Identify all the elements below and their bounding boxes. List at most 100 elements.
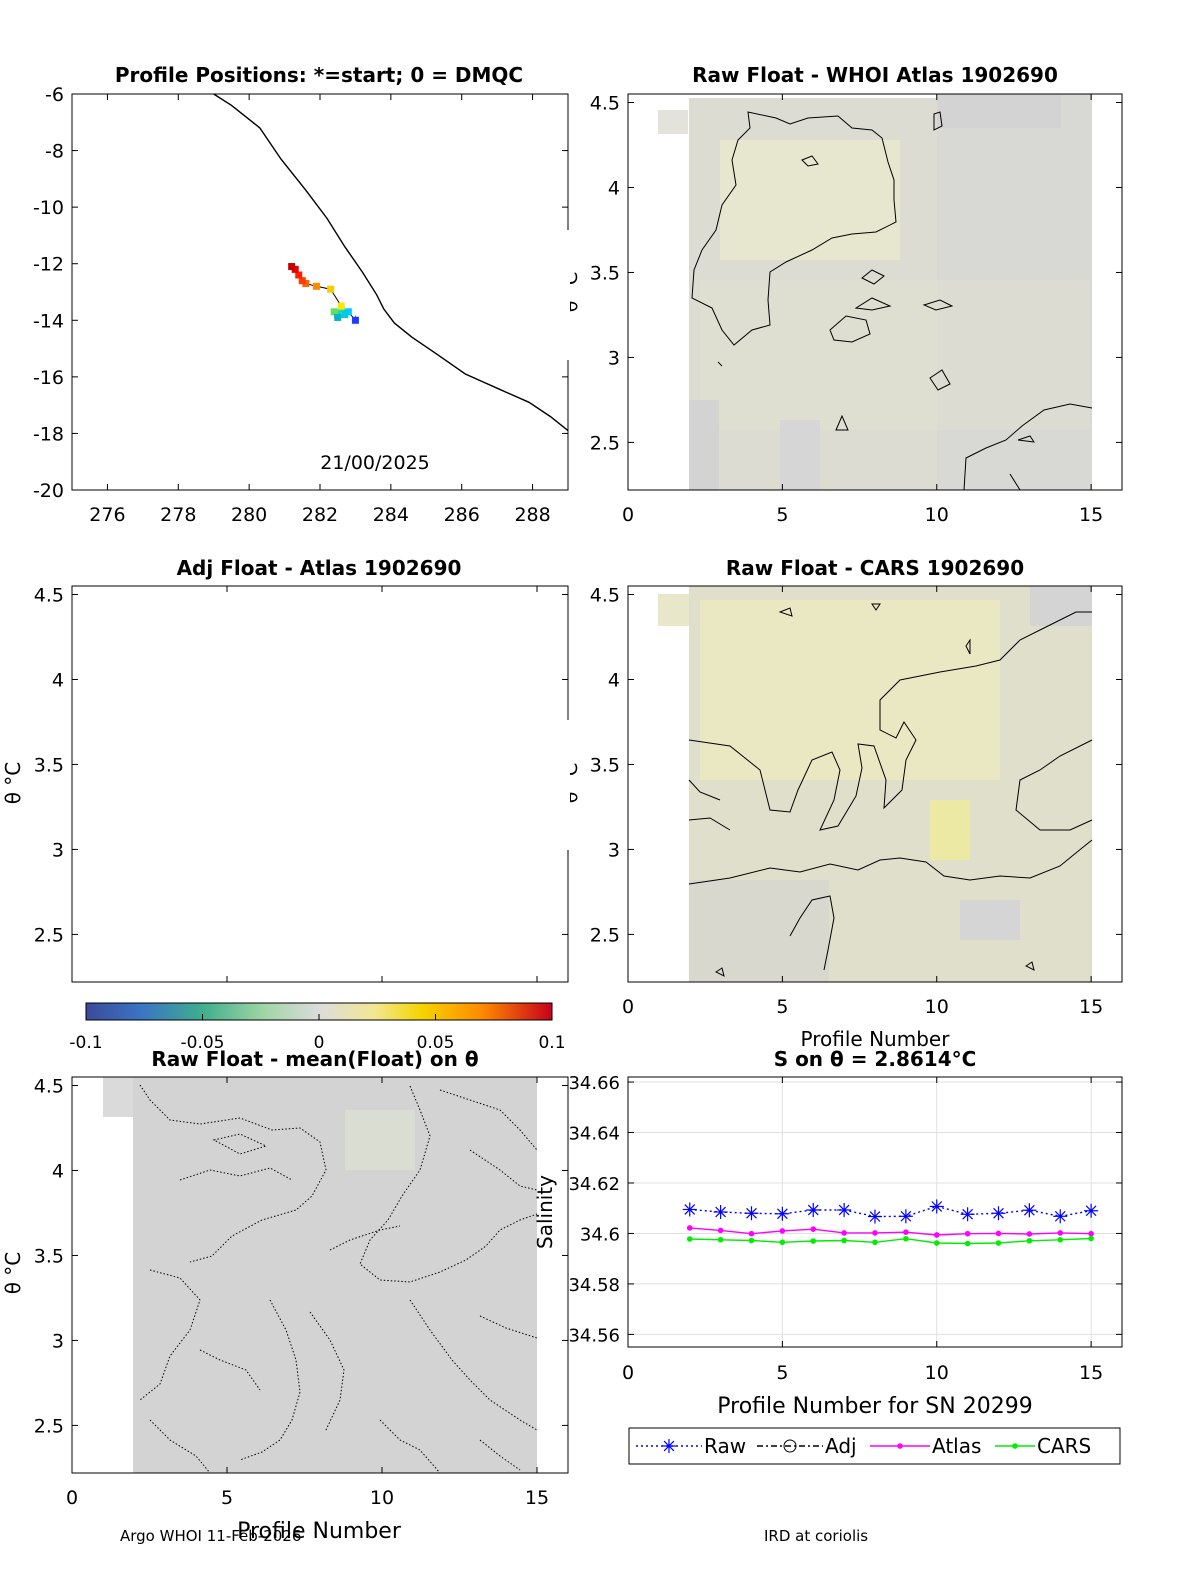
y-tick-label: 34.66 xyxy=(568,1073,620,1094)
x-tick-label: 10 xyxy=(925,504,949,526)
cars-panel: Raw Float - CARS 1902690 0 5 10 15 2.5 3 3.5 4 xyxy=(540,556,1123,1051)
x-tick-label: 0 xyxy=(622,996,634,1018)
whoi-y-ticks: 2.5 3 3.5 4 4.5 xyxy=(590,92,1122,454)
whoi-title: Raw Float - WHOI Atlas 1902690 xyxy=(692,63,1058,87)
y-tick-label: 3 xyxy=(52,839,64,861)
x-tick-label: 284 xyxy=(373,504,409,526)
data-point xyxy=(748,1230,755,1237)
colorbar-tick-label: 0 xyxy=(314,1033,325,1053)
y-tick-label: -16 xyxy=(33,367,64,389)
data-point xyxy=(1026,1237,1033,1244)
footer-left: Argo WHOI 11-Feb-2026 xyxy=(120,1527,302,1545)
data-point xyxy=(1026,1231,1033,1237)
y-tick-label: 3.5 xyxy=(590,262,620,284)
x-tick-label: 5 xyxy=(776,504,788,526)
positions-date-annotation: 21/00/2025 xyxy=(320,452,430,474)
x-tick-label: 288 xyxy=(514,504,550,526)
y-tick-label: 34.6 xyxy=(580,1224,620,1245)
colorbar-tick-label: -0.1 xyxy=(69,1033,102,1053)
profile-position-marker xyxy=(330,308,338,316)
data-point xyxy=(744,1206,759,1221)
y-tick-label: 34.58 xyxy=(568,1275,620,1296)
y-tick-label: 4.5 xyxy=(590,92,620,114)
data-point xyxy=(662,1439,676,1453)
cars-contours xyxy=(688,603,1093,977)
positions-title: Profile Positions: *=start; 0 = DMQC xyxy=(115,63,523,87)
data-point xyxy=(682,1202,697,1217)
data-point xyxy=(810,1226,817,1232)
salinity-legend: Raw Adj Atlas CARS xyxy=(628,1427,1121,1465)
y-tick-label: -6 xyxy=(45,84,64,106)
data-point xyxy=(872,1239,878,1246)
profile-position-marker xyxy=(341,311,349,319)
y-tick-label: 4.5 xyxy=(34,584,64,606)
mean-y-ticks: 2.5 3 3.5 4 4.5 xyxy=(34,1075,568,1437)
y-tick-label: 4 xyxy=(52,669,64,691)
data-point xyxy=(991,1206,1006,1221)
legend-label: CARS xyxy=(1037,1434,1091,1458)
float-track: * xyxy=(288,263,359,329)
x-tick-label: 0 xyxy=(622,504,634,526)
adj-panel: Adj Float - Atlas 1902690 2.5 3 3.5 4 4.5 θ … xyxy=(1,556,569,983)
data-point xyxy=(806,1202,821,1217)
colorbar-tick-label: -0.05 xyxy=(181,1033,225,1053)
data-point xyxy=(1022,1203,1037,1218)
adj-x-tick-marks xyxy=(226,586,538,982)
colorbar-tick-label: 0.1 xyxy=(538,1033,565,1053)
cars-title: Raw Float - CARS 1902690 xyxy=(726,556,1024,580)
y-tick-label: -14 xyxy=(33,310,64,332)
y-tick-label: 4 xyxy=(608,669,620,691)
data-point xyxy=(1084,1203,1099,1218)
data-point xyxy=(964,1240,971,1247)
data-point xyxy=(841,1230,847,1236)
y-tick-label: 4 xyxy=(52,1160,64,1182)
data-point xyxy=(929,1199,944,1214)
salinity-y-ticks: 34.56 34.58 34.6 34.62 34.64 34.66 xyxy=(568,1073,1122,1346)
data-point xyxy=(779,1239,786,1246)
data-point xyxy=(995,1230,1002,1237)
whoi-heatmap xyxy=(658,94,1092,490)
salinity-panel: S on θ = 2.8614°C 0 5 10 15 34.5634.5834.63… xyxy=(533,1047,1123,1465)
salinity-ylabel: Salinity xyxy=(533,1175,557,1249)
data-point xyxy=(713,1205,728,1219)
adj-axes xyxy=(71,585,569,983)
coastline xyxy=(213,93,569,432)
x-tick-label: 15 xyxy=(1079,504,1103,526)
profile-position-marker xyxy=(302,280,310,288)
x-tick-label: 10 xyxy=(925,1362,949,1384)
colorbar: -0.1 -0.05 0 0.05 0.1 xyxy=(69,1002,566,1053)
data-point xyxy=(1088,1230,1094,1237)
data-point xyxy=(810,1238,817,1244)
data-point xyxy=(686,1225,693,1231)
whoi-x-ticks: 0 5 10 15 xyxy=(622,94,1103,526)
data-point xyxy=(933,1240,940,1246)
x-tick-label: 10 xyxy=(370,1487,394,1509)
cars-x-ticks: 0 5 10 15 xyxy=(622,586,1103,1018)
data-point xyxy=(837,1202,852,1217)
y-tick-label: -18 xyxy=(33,423,64,445)
y-tick-label: -8 xyxy=(45,141,64,163)
mean-x-ticks: 0 5 10 15 xyxy=(66,1077,549,1509)
data-point xyxy=(1057,1236,1064,1243)
y-tick-label: 2.5 xyxy=(34,1415,64,1437)
data-point xyxy=(995,1240,1002,1246)
mean-panel: 0 5 10 15 2.5 3 3.5 4 4.5 Raw Float - mean(Floa… xyxy=(1,1047,569,1544)
profile-position-marker xyxy=(327,285,335,293)
legend-label: Adj xyxy=(825,1434,857,1458)
y-tick-label: 2.5 xyxy=(34,924,64,946)
adj-title: Adj Float - Atlas 1902690 xyxy=(177,556,462,580)
salinity-series xyxy=(682,1199,1099,1247)
adj-ylabel: θ °C xyxy=(1,762,25,805)
x-tick-label: 5 xyxy=(221,1487,233,1509)
data-point xyxy=(933,1232,940,1238)
x-tick-label: 276 xyxy=(89,504,125,526)
profile-position-marker xyxy=(288,263,296,271)
adj-y-ticks: 2.5 3 3.5 4 4.5 xyxy=(34,584,568,946)
profile-position-marker xyxy=(312,282,320,290)
data-point xyxy=(841,1237,847,1244)
profile-position-marker xyxy=(295,271,303,279)
legend-label: Atlas xyxy=(932,1434,981,1458)
profile-position-marker xyxy=(334,313,342,321)
data-point xyxy=(868,1209,882,1224)
